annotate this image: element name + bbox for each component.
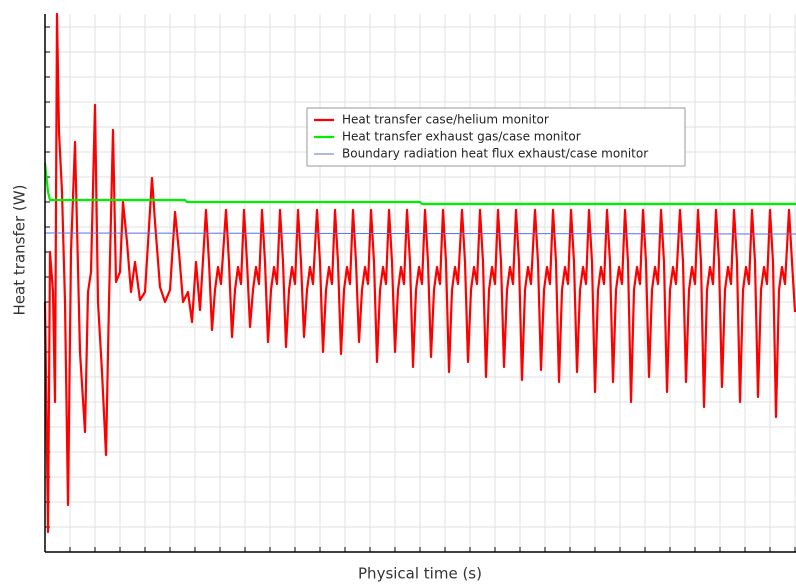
legend-label: Boundary radiation heat flux exhaust/cas…	[342, 147, 648, 161]
legend-label: Heat transfer case/helium monitor	[342, 113, 549, 127]
series-line	[43, 162, 796, 206]
series-line	[43, 12, 796, 534]
legend-label: Heat transfer exhaust gas/case monitor	[342, 130, 581, 144]
series-line	[44, 232, 796, 235]
plot	[43, 12, 796, 534]
legend-box	[306, 107, 686, 167]
legend: Heat transfer case/helium monitor Heat tr…	[306, 107, 686, 167]
x-axis-label: Physical time (s)	[358, 565, 482, 583]
y-axis-label: Heat transfer (W)	[11, 185, 29, 316]
